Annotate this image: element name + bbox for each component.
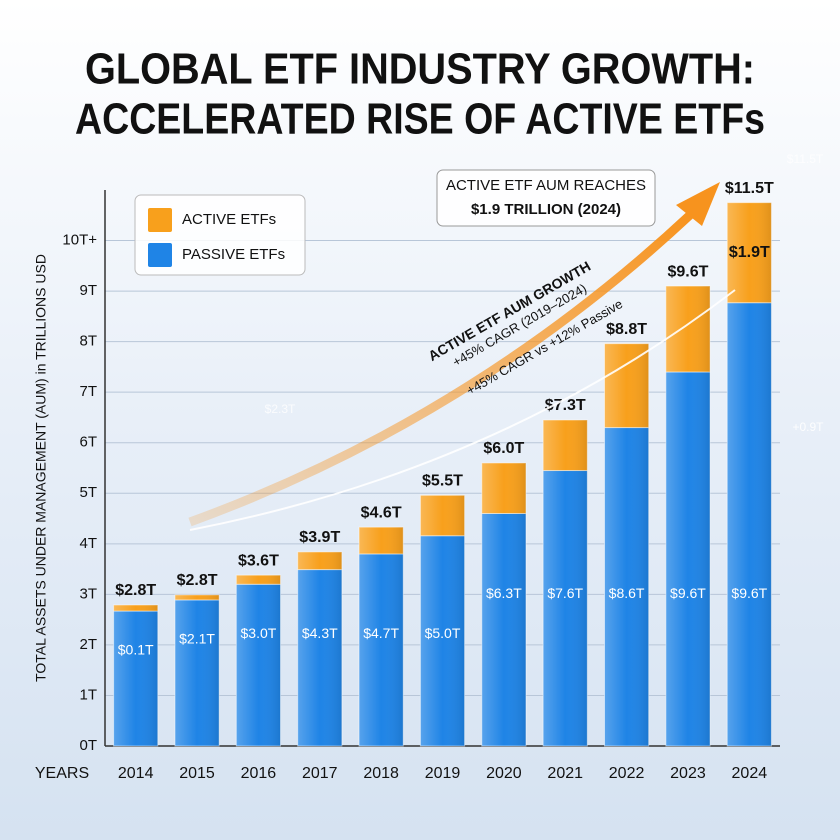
legend-swatch [148, 208, 172, 232]
x-tick-label: 2019 [425, 765, 461, 782]
passive-label: $0.1T [118, 642, 154, 658]
total-label: $11.5T [725, 180, 774, 197]
bar-shine [359, 527, 404, 554]
total-label: $5.5T [422, 473, 463, 490]
x-tick-label: 2018 [363, 765, 399, 782]
bar-shine [174, 594, 220, 600]
x-tick-label: 2023 [670, 765, 706, 782]
bar-shine [604, 427, 649, 746]
total-label: $6.0T [483, 440, 524, 457]
y-axis-label: TOTAL ASSETS UNDER MANAGEMENT (AUM) in T… [33, 254, 49, 682]
bar-shine [236, 575, 281, 585]
arrow-head [676, 182, 720, 226]
legend-label: PASSIVE ETFs [182, 246, 285, 263]
passive-label: $7.6T [547, 585, 583, 601]
bar-shine [665, 286, 711, 372]
y-tick-label: 4T [79, 535, 97, 552]
x-tick-label: 2022 [609, 765, 645, 782]
y-tick-label: 10T+ [62, 232, 97, 249]
y-tick-label: 3T [79, 585, 97, 602]
y-tick-label: 0T [79, 737, 97, 754]
legend-label: ACTIVE ETFs [182, 211, 276, 228]
bar-shine [420, 535, 465, 746]
passive-label: $4.7T [363, 625, 399, 641]
x-tick-label: 2024 [732, 765, 768, 782]
x-tick-label: 2021 [547, 765, 583, 782]
background-text: +0.9T [792, 420, 824, 434]
annotation: $1.9 TRILLION (2024) [471, 201, 621, 218]
legend-swatch [148, 243, 172, 267]
y-tick-label: 6T [79, 434, 97, 451]
bar-shine [236, 584, 281, 746]
bar-shine [113, 611, 158, 746]
y-tick-label: 9T [79, 282, 97, 299]
y-tick-label: 8T [79, 333, 97, 350]
passive-label: $9.6T [731, 585, 767, 601]
title: ACCELERATED RISE OF ACTIVE ETFs [75, 95, 765, 144]
bar-shine [420, 495, 465, 536]
passive-label: $4.3T [302, 625, 338, 641]
annotation: ACTIVE ETF AUM REACHES [446, 177, 646, 194]
x-tick-label: 2016 [241, 765, 277, 782]
bar-shine [543, 419, 588, 471]
total-label: $9.6T [667, 263, 708, 280]
total-label: $4.6T [361, 504, 402, 521]
x-axis-label: YEARS [35, 765, 89, 782]
legend-box [134, 194, 306, 276]
bar-shine [481, 513, 526, 746]
annotation-box [436, 169, 656, 227]
growth-arrow [188, 211, 694, 527]
passive-label: $6.3T [486, 585, 522, 601]
passive-label: $2.1T [179, 631, 215, 647]
active-label: $1.9T [729, 244, 770, 261]
bar-shine [543, 470, 588, 746]
total-label: $8.8T [606, 321, 647, 338]
bar-shine [359, 553, 404, 746]
bar-shine [665, 371, 711, 746]
legend: ACTIVE ETFs PASSIVE ETFs [134, 194, 306, 276]
bar-shine [727, 302, 772, 746]
bar-shine [297, 569, 342, 746]
passive-label: $5.0T [425, 625, 461, 641]
bar-shine [727, 202, 772, 303]
title: GLOBAL ETF INDUSTRY GROWTH: [85, 45, 755, 94]
y-tick-label: 1T [79, 686, 97, 703]
background-text: $2.3T [265, 402, 296, 416]
y-tick-label: 5T [79, 484, 97, 501]
passive-label: $8.6T [609, 585, 645, 601]
total-label: $2.8T [177, 572, 218, 589]
x-tick-label: 2014 [118, 765, 154, 782]
bar-shine [481, 462, 526, 514]
background-text: $11.5T [787, 152, 824, 166]
y-tick-label: 7T [79, 383, 97, 400]
passive-label: $3.0T [241, 625, 277, 641]
x-tick-label: 2020 [486, 765, 522, 782]
total-label: $7.3T [545, 397, 586, 414]
total-label: $2.8T [115, 582, 156, 599]
y-tick-label: 2T [79, 636, 97, 653]
curve [189, 289, 736, 531]
x-tick-label: 2015 [179, 765, 215, 782]
total-label: $3.9T [299, 529, 340, 546]
bar-shine [113, 604, 158, 612]
x-tick-label: 2017 [302, 765, 338, 782]
total-label: $3.6T [238, 552, 279, 569]
bar-shine [174, 599, 220, 746]
bar-shine [297, 551, 342, 570]
passive-label: $9.6T [670, 585, 706, 601]
plot: 0T 1T 2T 3T 4T 5T 6T 7T 8T 9T 10T+ 2014 $2.8T $0.1T 20… [62, 180, 780, 782]
bar-shine [604, 343, 649, 428]
